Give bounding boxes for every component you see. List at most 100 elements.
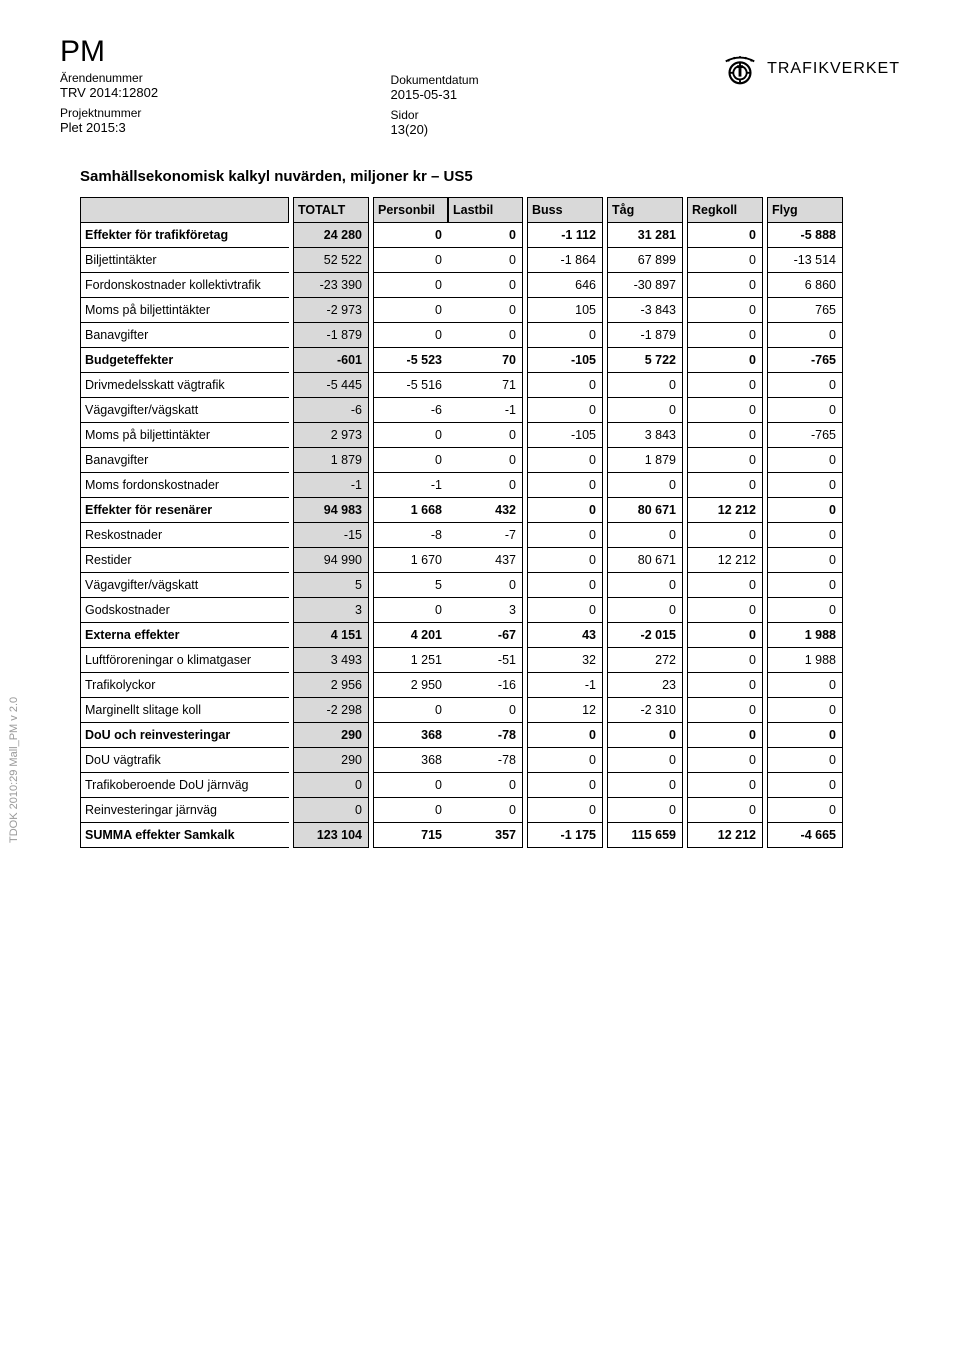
table-cell: -5 523 xyxy=(373,348,448,373)
table-cell: 4 201 xyxy=(373,623,448,648)
table-cell: 0 xyxy=(607,573,683,598)
table-cell: 290 xyxy=(293,723,369,748)
table-cell: 0 xyxy=(687,223,763,248)
col-blank xyxy=(80,197,289,223)
table-row: Effekter för resenärer94 9831 668432080 … xyxy=(80,498,843,523)
table-cell: 0 xyxy=(687,798,763,823)
table-cell: 67 899 xyxy=(607,248,683,273)
table-cell: 0 xyxy=(607,398,683,423)
table-cell: Drivmedelsskatt vägtrafik xyxy=(80,373,289,398)
table-row: Vägavgifter/vägskatt-6-6-10000 xyxy=(80,398,843,423)
table-cell: 765 xyxy=(767,298,843,323)
brand-text: TRAFIKVERKET xyxy=(767,60,900,78)
table-cell: 0 xyxy=(448,248,523,273)
dok-value: 2015-05-31 xyxy=(391,87,722,102)
table-cell: 94 990 xyxy=(293,548,369,573)
table-cell: Biljettintäkter xyxy=(80,248,289,273)
table-cell: 0 xyxy=(607,798,683,823)
table-cell: 0 xyxy=(687,273,763,298)
table-cell: Effekter för trafikföretag xyxy=(80,223,289,248)
table-cell: 94 983 xyxy=(293,498,369,523)
table-cell: 0 xyxy=(687,373,763,398)
table-cell: 0 xyxy=(373,273,448,298)
table-cell: 0 xyxy=(767,723,843,748)
table-cell: -13 514 xyxy=(767,248,843,273)
table-row: Drivmedelsskatt vägtrafik-5 445-5 516710… xyxy=(80,373,843,398)
table-cell: 715 xyxy=(373,823,448,848)
table-cell: -1 xyxy=(373,473,448,498)
table-cell: 5 xyxy=(373,573,448,598)
table-cell: 12 212 xyxy=(687,823,763,848)
table-cell: 0 xyxy=(293,773,369,798)
table-cell: 0 xyxy=(687,623,763,648)
table-cell: 0 xyxy=(373,773,448,798)
table-cell: -5 516 xyxy=(373,373,448,398)
table-cell: 357 xyxy=(448,823,523,848)
table-cell: 0 xyxy=(448,273,523,298)
trafikverket-logo-icon xyxy=(721,50,759,88)
table-cell: 0 xyxy=(373,598,448,623)
table-cell: -5 445 xyxy=(293,373,369,398)
table-cell: 0 xyxy=(527,773,603,798)
table-cell: -2 310 xyxy=(607,698,683,723)
table-row: Trafikoberoende DoU järnväg0000000 xyxy=(80,773,843,798)
table-cell: -78 xyxy=(448,723,523,748)
table-row: Restider94 9901 670437080 67112 2120 xyxy=(80,548,843,573)
table-cell: -67 xyxy=(448,623,523,648)
table-cell: 0 xyxy=(687,473,763,498)
table-cell: 0 xyxy=(607,598,683,623)
table-cell: 2 956 xyxy=(293,673,369,698)
table-cell: 0 xyxy=(527,448,603,473)
table-cell: -23 390 xyxy=(293,273,369,298)
table-cell: 0 xyxy=(687,323,763,348)
table-cell: Moms fordonskostnader xyxy=(80,473,289,498)
table-cell: 0 xyxy=(373,323,448,348)
table-cell: DoU och reinvesteringar xyxy=(80,723,289,748)
table-cell: 1 988 xyxy=(767,623,843,648)
table-cell: 0 xyxy=(448,448,523,473)
table-cell: 1 251 xyxy=(373,648,448,673)
table-cell: Restider xyxy=(80,548,289,573)
table-cell: 3 843 xyxy=(607,423,683,448)
header-mid: Dokumentdatum 2015-05-31 Sidor 13(20) xyxy=(391,35,722,143)
col-tag: Tåg xyxy=(607,197,683,223)
table-row: Moms fordonskostnader-1-100000 xyxy=(80,473,843,498)
table-cell: -1 112 xyxy=(527,223,603,248)
data-table: TOTALT Personbil Lastbil Buss Tåg Regkol… xyxy=(80,197,843,848)
table-cell: 0 xyxy=(687,723,763,748)
table-cell: 1 879 xyxy=(293,448,369,473)
table-row: SUMMA effekter Samkalk123 104715357-1 17… xyxy=(80,823,843,848)
table-cell: -8 xyxy=(373,523,448,548)
table-cell: -1 879 xyxy=(293,323,369,348)
table-cell: 5 xyxy=(293,573,369,598)
col-regkoll: Regkoll xyxy=(687,197,763,223)
table-cell: 0 xyxy=(687,673,763,698)
table-cell: 0 xyxy=(767,698,843,723)
table-cell: 0 xyxy=(767,798,843,823)
table-cell: Godskostnader xyxy=(80,598,289,623)
table-cell: 290 xyxy=(293,748,369,773)
table-cell: 437 xyxy=(448,548,523,573)
table-row: Moms på biljettintäkter-2 97300105-3 843… xyxy=(80,298,843,323)
table-cell: -601 xyxy=(293,348,369,373)
table-cell: Vägavgifter/vägskatt xyxy=(80,398,289,423)
table-row: Reskostnader-15-8-70000 xyxy=(80,523,843,548)
table-cell: 0 xyxy=(767,398,843,423)
table-cell: Reinvesteringar järnväg xyxy=(80,798,289,823)
table-cell: Moms på biljettintäkter xyxy=(80,423,289,448)
table-cell: 0 xyxy=(767,673,843,698)
table-cell: 0 xyxy=(527,723,603,748)
table-cell: 0 xyxy=(687,298,763,323)
table-row: DoU och reinvesteringar290368-780000 xyxy=(80,723,843,748)
table-row: Biljettintäkter52 52200-1 86467 8990-13 … xyxy=(80,248,843,273)
table-cell: 6 860 xyxy=(767,273,843,298)
brand-block: TRAFIKVERKET xyxy=(721,35,900,88)
table-cell: Moms på biljettintäkter xyxy=(80,298,289,323)
table-cell: DoU vägtrafik xyxy=(80,748,289,773)
table-cell: 70 xyxy=(448,348,523,373)
table-cell: 0 xyxy=(607,523,683,548)
table-cell: 80 671 xyxy=(607,548,683,573)
table-cell: -2 015 xyxy=(607,623,683,648)
arend-label: Ärendenummer xyxy=(60,71,391,85)
table-cell: 0 xyxy=(293,798,369,823)
